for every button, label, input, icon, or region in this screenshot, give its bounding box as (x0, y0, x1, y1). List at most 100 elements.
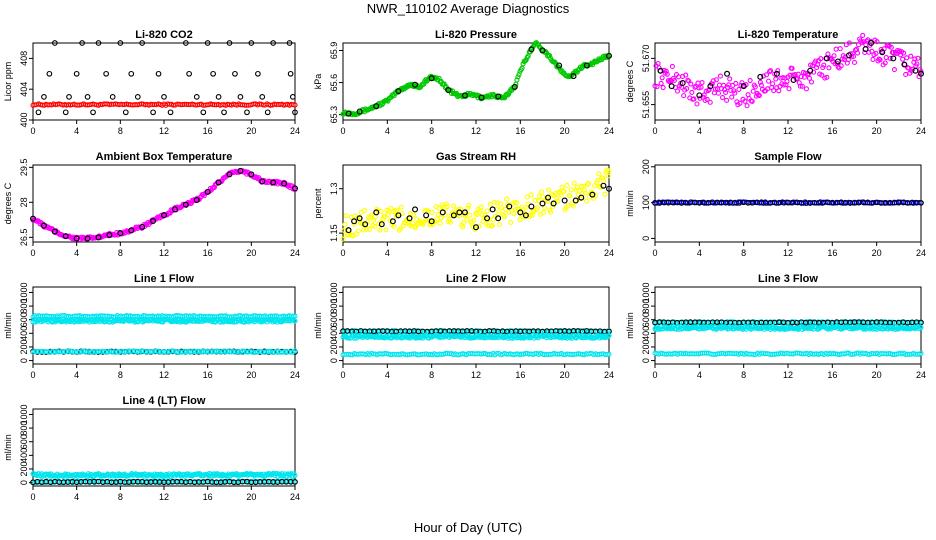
data-point (602, 191, 608, 197)
y-tick-label: 100 (641, 195, 651, 210)
y-tick-label: 800 (19, 299, 29, 314)
x-tick-label: 16 (203, 370, 213, 380)
y-axis-label: ml/min (625, 312, 635, 339)
data-point (740, 83, 747, 90)
data-point (513, 206, 519, 212)
y-tick-label: 400 (19, 326, 29, 341)
data-point (471, 217, 477, 223)
data-point (508, 219, 514, 225)
data-point (571, 180, 577, 186)
data-point (688, 81, 694, 87)
series-cyan_outliers (30, 471, 298, 480)
data-point (744, 103, 750, 109)
x-tick-label: 16 (203, 126, 213, 136)
data-point (351, 221, 357, 227)
y-axis-label: ml/min (3, 312, 13, 339)
series-avg (35, 40, 298, 116)
data-point (795, 71, 801, 77)
data-point (413, 225, 419, 231)
data-point (373, 209, 380, 216)
chart-panel: Line 4 (LT) Flow 0 4 8 12 16 20 24 0 200400600800… (3, 395, 300, 502)
data-point (684, 86, 690, 92)
data-point (660, 84, 666, 91)
series-cyan_low (652, 350, 924, 358)
data-point (51, 228, 58, 235)
data-point (548, 209, 554, 215)
data-point (539, 200, 546, 207)
data-point (696, 92, 703, 99)
data-point (606, 168, 612, 174)
data-point (536, 193, 542, 199)
data-point (564, 182, 570, 188)
chart-panel: Ambient Box Temperature 0 4 8 12 16 20 24 26.5 28… (3, 151, 300, 258)
data-point (150, 109, 156, 116)
x-tick-label: 16 (203, 248, 213, 258)
data-point (84, 235, 91, 242)
data-point (423, 212, 430, 219)
x-tick-label: 0 (30, 248, 35, 258)
y-tick-label: 800 (19, 421, 29, 436)
y-tick-label: 200 (641, 339, 651, 354)
data-point (868, 39, 875, 46)
data-point (90, 109, 96, 116)
x-tick-label: 24 (290, 370, 300, 380)
data-point (363, 226, 370, 232)
data-point (831, 53, 837, 59)
chart-title: Li-820 Pressure (435, 29, 517, 41)
data-point (918, 200, 924, 206)
data-point (109, 94, 116, 100)
data-point (128, 70, 135, 77)
data-point (478, 94, 485, 101)
data-point (377, 227, 383, 233)
x-tick-label: 12 (783, 126, 793, 136)
data-point (882, 60, 888, 66)
data-point (514, 200, 520, 206)
data-point (465, 205, 471, 211)
data-point (474, 212, 480, 218)
series-cyan_low (30, 348, 298, 356)
data-point (260, 317, 266, 323)
x-tick-label: 20 (872, 126, 882, 136)
data-point (833, 46, 839, 52)
x-tick-label: 24 (916, 248, 926, 258)
data-point (489, 206, 496, 213)
data-point (752, 84, 758, 90)
data-point (558, 192, 564, 198)
data-point (532, 197, 538, 203)
y-tick-label: 400 (329, 326, 339, 341)
data-point (771, 88, 777, 94)
data-point (511, 83, 518, 90)
data-point (478, 204, 484, 210)
data-point (84, 94, 91, 100)
y-tick-label: 1.3 (329, 182, 339, 195)
data-point (62, 109, 69, 116)
data-point (343, 213, 349, 219)
y-tick-label: 26.5 (19, 229, 29, 247)
x-tick-label: 20 (872, 370, 882, 380)
data-point (248, 40, 255, 46)
data-point (372, 224, 378, 230)
data-point (361, 207, 368, 214)
data-point (506, 203, 513, 210)
series-cyan_low (340, 350, 612, 358)
x-tick-label: 20 (560, 370, 570, 380)
y-axis-label: degrees C (3, 182, 13, 224)
data-point (473, 224, 480, 231)
data-point (193, 197, 200, 204)
data-point (813, 58, 819, 64)
data-point (292, 318, 298, 324)
data-point (51, 40, 58, 46)
y-tick-label: 0 (329, 358, 339, 363)
x-axis-title: Hour of Day (UTC) (414, 520, 522, 535)
data-point (456, 206, 462, 212)
data-point (398, 204, 404, 210)
data-point (117, 230, 124, 237)
y-tick-label: 200 (641, 159, 651, 174)
x-tick-label: 8 (118, 492, 123, 502)
data-point (719, 94, 726, 101)
main-title: NWR_110102 Average Diagnostics (367, 1, 570, 16)
x-tick-label: 24 (290, 126, 300, 136)
data-point (292, 348, 298, 354)
data-point (467, 212, 473, 218)
